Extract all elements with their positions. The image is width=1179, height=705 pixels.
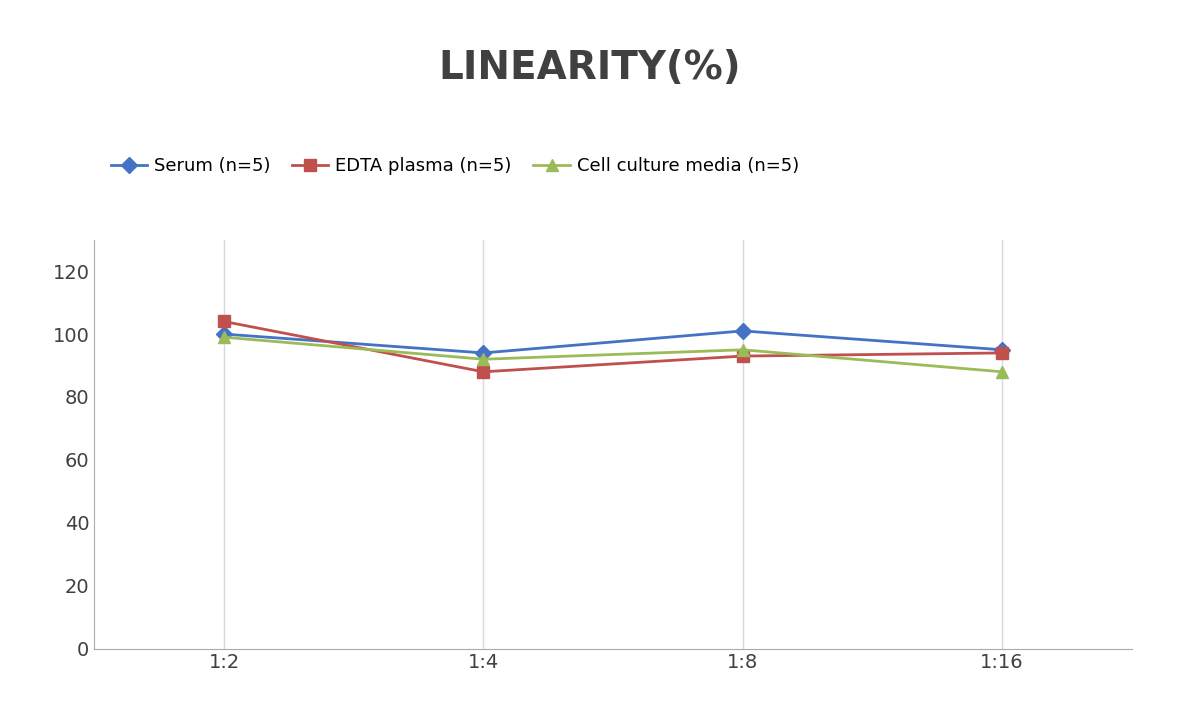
Cell culture media (n=5)	[476, 355, 490, 364]
Serum (n=5)	[995, 345, 1009, 354]
Legend: Serum (n=5), EDTA plasma (n=5), Cell culture media (n=5): Serum (n=5), EDTA plasma (n=5), Cell cul…	[104, 150, 806, 183]
EDTA plasma (n=5)	[476, 367, 490, 376]
EDTA plasma (n=5)	[995, 349, 1009, 357]
Serum (n=5)	[736, 326, 750, 335]
Cell culture media (n=5)	[217, 333, 231, 341]
Serum (n=5)	[476, 349, 490, 357]
Cell culture media (n=5)	[736, 345, 750, 354]
Line: Serum (n=5): Serum (n=5)	[218, 326, 1008, 358]
Line: EDTA plasma (n=5): EDTA plasma (n=5)	[218, 316, 1008, 377]
Cell culture media (n=5)	[995, 367, 1009, 376]
EDTA plasma (n=5)	[736, 352, 750, 360]
EDTA plasma (n=5)	[217, 317, 231, 326]
Serum (n=5)	[217, 330, 231, 338]
Text: LINEARITY(%): LINEARITY(%)	[439, 49, 740, 87]
Line: Cell culture media (n=5): Cell culture media (n=5)	[218, 331, 1008, 378]
